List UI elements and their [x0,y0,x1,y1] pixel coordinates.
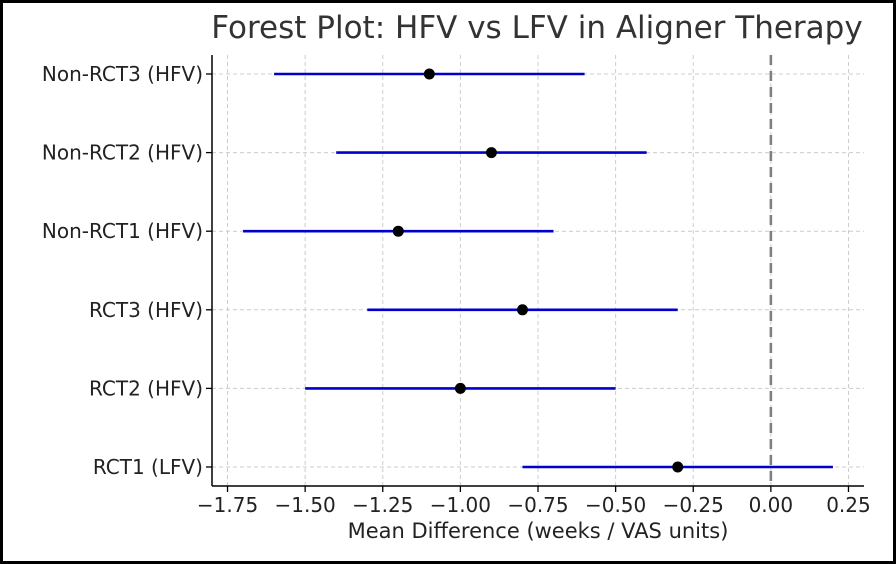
study-label: Non-RCT1 (HFV) [42,219,203,243]
study-label: RCT1 (LFV) [93,455,203,479]
x-tick-label: 0.25 [826,493,871,517]
study-label: Non-RCT2 (HFV) [42,141,203,165]
x-tick-label: −1.75 [197,493,258,517]
axes [206,55,864,492]
x-tick-label: 0.00 [749,493,794,517]
x-tick-label: −0.75 [507,493,568,517]
y-tick-labels: RCT1 (LFV) RCT2 (HFV) RCT3 (HFV) Non-RCT1 (… [42,62,203,479]
x-tick-label: −0.50 [585,493,646,517]
point-estimate [454,382,466,394]
study-label: RCT3 (HFV) [89,298,203,322]
x-tick-label: −1.25 [352,493,413,517]
point-estimate [423,68,435,80]
chart-title: Forest Plot: HFV vs LFV in Aligner Thera… [211,10,863,46]
grid-lines [212,55,864,486]
x-tick-labels: −1.75 −1.50 −1.25 −1.00 −0.75 −0.50 −0.25 0.00 0… [197,493,871,517]
point-estimate [392,225,404,237]
point-estimate [516,304,528,316]
x-axis-label: Mean Difference (weeks / VAS units) [347,519,729,543]
x-tick-label: −1.50 [274,493,335,517]
x-tick-label: −0.25 [663,493,724,517]
study-label: Non-RCT3 (HFV) [42,62,203,86]
study-label: RCT2 (HFV) [89,376,203,400]
point-estimates [392,68,684,473]
x-tick-label: −1.00 [430,493,491,517]
point-estimate [672,461,684,473]
point-estimate [485,147,497,159]
